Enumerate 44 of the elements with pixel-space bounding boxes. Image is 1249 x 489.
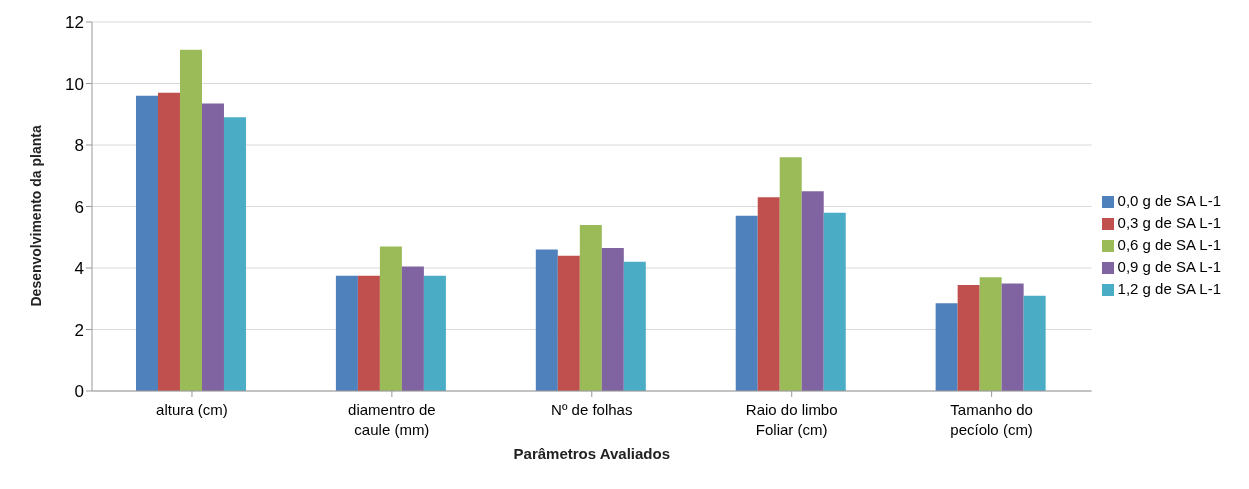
bar <box>179 49 202 391</box>
bar <box>401 266 424 391</box>
y-axis-title: Desenvolvimento da planta <box>27 125 44 307</box>
bar <box>535 249 558 391</box>
bar <box>623 261 646 391</box>
bar <box>223 117 246 391</box>
bar <box>157 92 180 391</box>
legend-label: 0,3 g de SA L-1 <box>1117 213 1221 231</box>
bar <box>757 197 780 391</box>
legend-label: 0,6 g de SA L-1 <box>1117 235 1221 253</box>
bar <box>135 95 158 391</box>
bar <box>201 103 224 391</box>
x-tick-label: Tamanho do pecíolo (cm) <box>950 401 1033 438</box>
bar <box>557 255 580 391</box>
bar <box>935 303 958 391</box>
x-tick-label: Nº de folhas <box>551 401 633 418</box>
y-tick-label: 4 <box>74 259 84 279</box>
bar <box>823 212 846 391</box>
bar <box>579 224 602 391</box>
bar <box>979 277 1002 391</box>
bar <box>735 215 758 391</box>
bar <box>357 275 380 391</box>
x-tick-label: Raio do limbo Foliar (cm) <box>745 401 838 438</box>
bar <box>1023 295 1046 391</box>
legend-label: 1,2 g de SA L-1 <box>1117 279 1221 297</box>
bar <box>601 248 624 391</box>
legend-label: 0,9 g de SA L-1 <box>1117 257 1221 275</box>
legend-label: 0,0 g de SA L-1 <box>1117 191 1221 209</box>
bar <box>423 275 446 391</box>
y-tick-label: 2 <box>74 320 84 340</box>
x-tick-label: altura (cm) <box>156 401 228 418</box>
bar <box>1001 283 1024 391</box>
x-tick-label: diamentro de caule (mm) <box>348 401 436 438</box>
bar <box>779 157 802 391</box>
y-tick-label: 12 <box>65 13 84 33</box>
y-tick-label: 8 <box>74 136 84 156</box>
bar <box>957 284 980 391</box>
x-axis-title: Parâmetros Avaliados <box>513 445 671 462</box>
bar <box>801 191 824 391</box>
y-tick-label: 6 <box>74 197 84 217</box>
y-tick-label: 0 <box>74 382 84 402</box>
y-tick-label: 10 <box>65 74 84 94</box>
bar <box>379 246 402 391</box>
bar <box>335 275 358 391</box>
